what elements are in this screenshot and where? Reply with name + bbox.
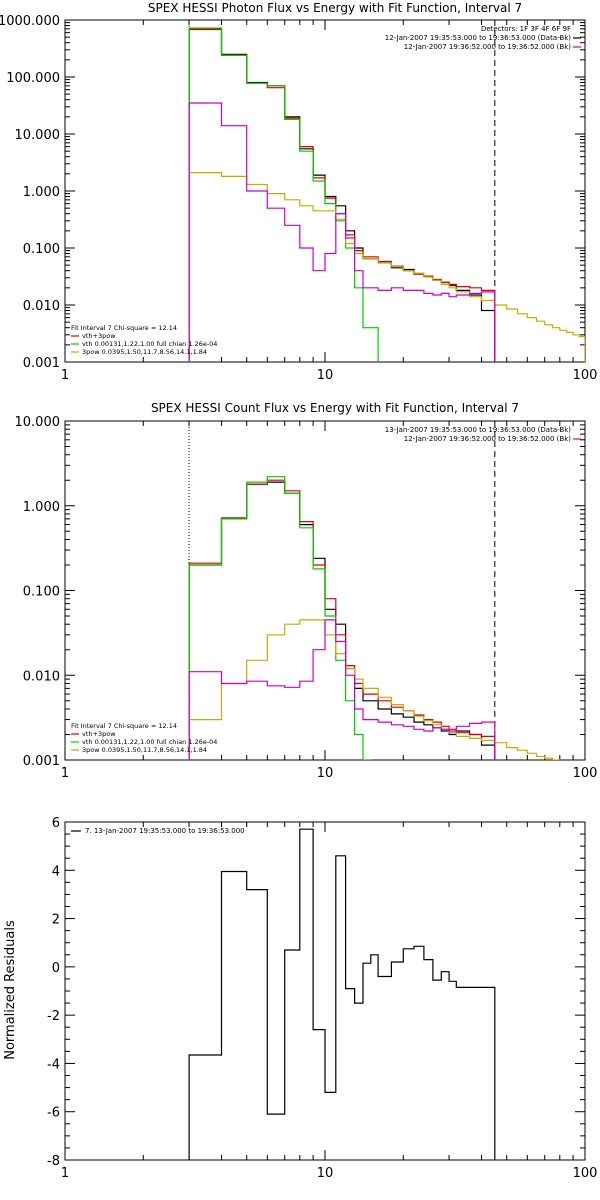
x-tick-label: 100	[573, 766, 598, 781]
y-tick-label: 0.010	[23, 669, 60, 684]
photon-flux-plot: 1 10 100 0.001 0.010 0.100 1.000 10.000 100.000 1…	[0, 14, 597, 383]
legend-text: Fit Interval 7 Chi-square = 12.14	[71, 324, 177, 332]
y-tick-label: 1.000	[23, 185, 60, 200]
series-line	[188, 619, 561, 760]
y-tick-label: 10.000	[15, 415, 61, 430]
y-tick-label: 1.000	[23, 500, 60, 515]
series-line	[188, 172, 585, 362]
series-line	[188, 102, 496, 362]
x-tick-label: 100	[573, 1166, 598, 1181]
count-flux-panel: SPEX HESSI Count Flux vs Energy with Fit…	[15, 401, 598, 781]
y-tick-label: 4	[52, 864, 60, 879]
x-tick-label: 1	[61, 1166, 69, 1181]
x-tick-label: 1	[61, 368, 69, 383]
series-line	[188, 481, 496, 760]
y-tick-label: 0	[52, 961, 60, 976]
x-tick-label: 100	[573, 368, 598, 383]
y-axis-label: Normalized Residuals	[3, 920, 18, 1060]
series-line	[188, 27, 379, 362]
y-tick-label: -4	[47, 1057, 60, 1072]
photon-flux-panel: SPEX HESSI Photon Flux vs Energy with Fi…	[0, 1, 597, 383]
y-tick-label: 0.100	[23, 585, 60, 600]
legend-text: 3pow 0.0395,1.50,11.7,8.56,14.1,1.84	[82, 746, 207, 754]
y-tick-label: 6	[52, 816, 60, 831]
x-tick-label: 10	[317, 1166, 334, 1181]
series-line	[188, 479, 496, 760]
legend-text: 7. 13-Jan-2007 19:35:53.000 to 19:36:53.…	[85, 827, 245, 835]
y-tick-label: -8	[47, 1154, 60, 1169]
legend-text: vth 0.00131,1.22,1.00 full chian 1.26e-0…	[82, 738, 217, 746]
panel-title: SPEX HESSI Count Flux vs Energy with Fit…	[151, 401, 519, 415]
legend-text: 12-Jan-2007 19:35:53.000 to 19:36:53.000…	[385, 34, 572, 42]
legend-text: 3pow 0.0395,1.50,11.7,8.56,14.1,1.84	[82, 348, 207, 356]
panel-title: SPEX HESSI Photon Flux vs Energy with Fi…	[148, 1, 522, 15]
y-tick-label: 2	[52, 913, 60, 928]
y-tick-label: -6	[47, 1106, 60, 1121]
axes-frame	[64, 821, 586, 1161]
x-tick-label: 1	[61, 766, 69, 781]
y-tick-label: 1000.000	[0, 14, 60, 29]
residuals-panel: Normalized Residuals 1 10 100 -8 -6 -4 -2 0 2 4 6 7…	[3, 816, 598, 1181]
y-tick-label: 10.000	[15, 128, 61, 143]
series-line	[188, 28, 496, 362]
series-line	[188, 619, 496, 760]
x-tick-label: 10	[317, 368, 334, 383]
y-tick-label: -2	[47, 1009, 60, 1024]
legend-text: vth 0.00131,1.22,1.00 full chian 1.26e-0…	[82, 340, 217, 348]
y-tick-label: 0.001	[23, 356, 60, 371]
legend-text: 12-Jan-2007 19:36:52.000 to 19:36:52.000…	[404, 435, 572, 443]
legend-text: Detectors: 1F 3F 4F 6F 9F	[481, 25, 571, 33]
y-tick-label: 0.010	[23, 299, 60, 314]
residuals-plot: 1 10 100 -8 -6 -4 -2 0 2 4 6 7. 13-Jan-2007 19:35:5…	[47, 816, 598, 1181]
legend-text: vth+3pow	[82, 332, 116, 340]
y-tick-label: 0.100	[23, 242, 60, 257]
legend-text: Fit Interval 7 Chi-square = 12.14	[71, 722, 177, 730]
series-line	[188, 28, 496, 362]
legend-text: 12-Jan-2007 19:36:52.000 to 19:36:52.000…	[404, 43, 572, 51]
x-tick-label: 10	[317, 766, 334, 781]
count-flux-plot: 1 10 100 0.001 0.010 0.100 1.000 10.000 13-Jan-2…	[15, 415, 598, 781]
series-line	[188, 828, 496, 1160]
y-tick-label: 0.001	[23, 754, 60, 769]
series-line	[188, 476, 372, 760]
legend-text: 13-Jan-2007 19:35:53.000 to 19:36:53.000…	[385, 426, 572, 434]
y-tick-label: 100.000	[6, 71, 60, 86]
legend-text: vth+3pow	[82, 730, 116, 738]
